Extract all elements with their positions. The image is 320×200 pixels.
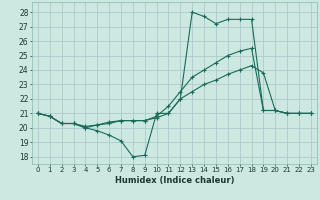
X-axis label: Humidex (Indice chaleur): Humidex (Indice chaleur) (115, 176, 234, 185)
